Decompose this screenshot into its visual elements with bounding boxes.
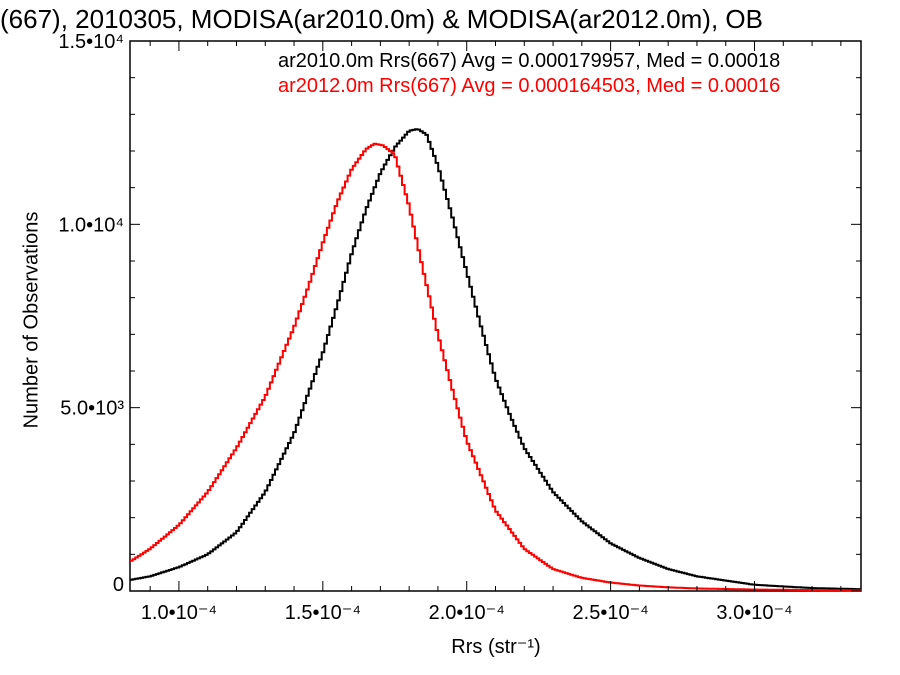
tick-layer: 1.0•10⁻⁴ 1.5•10⁻⁴ 2.0•10⁻⁴ 2.5•10⁻⁴ 3.0•10⁻⁴…: [58, 31, 861, 624]
y-tick-label-3: 1.5•10⁴: [58, 31, 124, 53]
x-axis-label: Rrs (str⁻¹): [451, 636, 541, 658]
x-tick-label-0: 1.0•10⁻⁴: [141, 602, 217, 624]
y-tick-label-2: 1.0•10⁴: [58, 214, 124, 236]
legend-entry-ar2012: ar2012.0m Rrs(667) Avg = 0.000164503, Me…: [278, 75, 781, 97]
x-tick-label-3: 2.5•10⁻⁴: [573, 602, 649, 624]
y-axis-label: Number of Observations: [20, 211, 43, 429]
chart-title: (667), 2010305, MODISA(ar2010.0m) & MODI…: [0, 4, 763, 34]
x-tick-label-1: 1.5•10⁻⁴: [285, 602, 361, 624]
series-line-1: [130, 142, 862, 592]
series-line-0: [130, 128, 862, 591]
series-layer: [130, 128, 862, 592]
x-tick-label-4: 3.0•10⁻⁴: [716, 602, 792, 624]
legend-entry-ar2010: ar2010.0m Rrs(667) Avg = 0.000179957, Me…: [278, 50, 781, 72]
y-tick-label-1: 5.0•10³: [60, 398, 124, 420]
y-tick-label-0: 0: [113, 574, 124, 596]
x-tick-label-2: 2.0•10⁻⁴: [429, 602, 505, 624]
